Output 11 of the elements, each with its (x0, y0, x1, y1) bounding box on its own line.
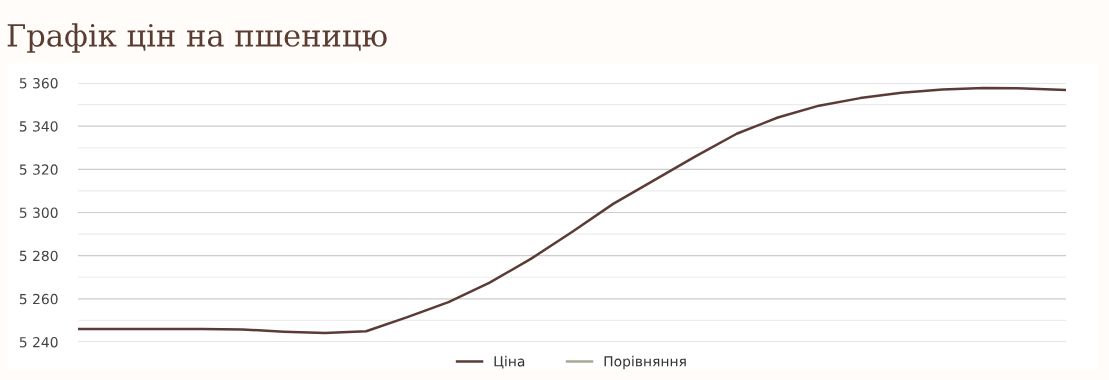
y-tick-label: 5 260 (19, 293, 58, 305)
y-tick-label: 5 360 (19, 77, 58, 89)
chart-title: Графік цін на пшеницю (7, 23, 387, 53)
line-series (78, 86, 1066, 335)
y-tick-label: 5 320 (19, 164, 58, 175)
y-tick-label: 5 280 (19, 250, 58, 262)
legend-label: Ціна (494, 355, 525, 369)
legend-label: Порівняння (604, 355, 686, 370)
y-tick-label: 5 240 (19, 336, 58, 348)
y-tick-label: 5 340 (19, 121, 58, 132)
y-tick-label: 5 300 (19, 207, 58, 218)
